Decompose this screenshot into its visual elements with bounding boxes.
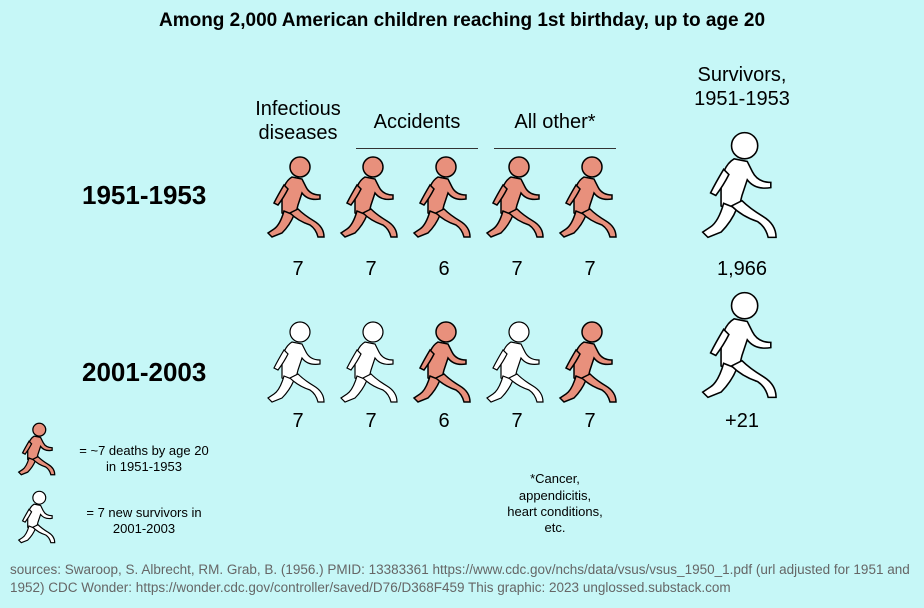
other-rule — [494, 148, 616, 149]
runner-row2-other-a — [486, 321, 544, 403]
runner-row2-other-b — [559, 321, 617, 403]
header-accidents: Accidents — [373, 111, 461, 133]
legend-survivor-icon — [18, 490, 56, 544]
header-infectious: Infectious diseases — [255, 98, 341, 144]
runner-row1-survivors — [701, 131, 777, 239]
runner-row1-accidents-b — [413, 156, 471, 238]
legend-death-line1: = ~7 deaths by age 20 — [79, 443, 209, 458]
chart-title: Among 2,000 American children reaching 1… — [158, 10, 766, 31]
footnote-line4: etc. — [544, 520, 566, 535]
footnote-line2: appendicitis, — [518, 488, 592, 503]
value-row2-survivors: +21 — [725, 410, 759, 432]
legend-survivor-line2: 2001-2003 — [112, 521, 176, 536]
value-row2-accidents-b: 6 — [438, 410, 450, 432]
runner-row2-survivors — [701, 291, 777, 399]
value-row1-survivors: 1,966 — [716, 258, 768, 280]
runner-row1-accidents-a — [340, 156, 398, 238]
row-label-1951: 1951-1953 — [82, 180, 207, 210]
footnote-line1: *Cancer, — [530, 471, 580, 486]
footnote-line3: heart conditions, — [507, 504, 603, 519]
runner-row1-infectious — [267, 156, 325, 238]
runner-row1-other-a — [486, 156, 544, 238]
legend-survivor-line1: = 7 new survivors in — [86, 505, 202, 520]
header-other: All other* — [514, 111, 596, 133]
legend-death-line2: in 1951-1953 — [106, 459, 182, 474]
accidents-rule — [356, 148, 478, 149]
value-row1-other-b: 7 — [584, 258, 596, 280]
value-row1-accidents-a: 7 — [365, 258, 377, 280]
value-row2-other-a: 7 — [511, 410, 523, 432]
value-row1-infectious: 7 — [292, 258, 304, 280]
value-row2-other-b: 7 — [584, 410, 596, 432]
sources-text: sources: Swaroop, S. Albrecht, RM. Grab,… — [10, 562, 910, 595]
runner-row2-accidents-a — [340, 321, 398, 403]
legend-death-icon — [18, 422, 56, 476]
runner-row1-other-b — [559, 156, 617, 238]
header-survivors-1: Survivors, — [697, 64, 787, 86]
header-survivors-2: 1951-1953 — [694, 88, 790, 110]
value-row1-accidents-b: 6 — [438, 258, 450, 280]
value-row1-other-a: 7 — [511, 258, 523, 280]
value-row2-infectious: 7 — [292, 410, 304, 432]
row-label-2001: 2001-2003 — [82, 357, 207, 387]
value-row2-accidents-a: 7 — [365, 410, 377, 432]
runner-row2-accidents-b — [413, 321, 471, 403]
runner-row2-infectious — [267, 321, 325, 403]
